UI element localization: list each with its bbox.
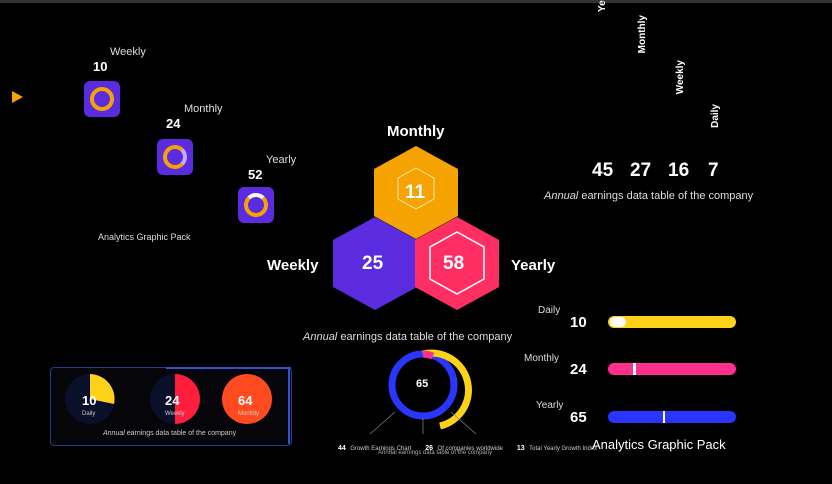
bar-daily [608,316,736,328]
pie-slice-daily [90,374,115,404]
icon-pack-caption: Analytics Graphic Pack [98,232,191,242]
pie-slice-weekly [175,374,200,424]
hex-value-weekly: 25 [362,253,384,274]
ring-center-value: 65 [416,378,429,390]
ring-icon [90,87,114,111]
vertical-value-1: 27 [630,160,652,181]
icon-pack-value-monthly: 24 [166,116,181,131]
ring-stat-2: 26 Of companies worldwide [425,445,503,452]
vertical-header-2: Weekly [675,60,686,95]
pie-panel-accent [166,367,291,369]
vertical-table-caption: Annual earnings data table of the compan… [544,190,754,202]
bar-caption: Analytics Graphic Pack [592,437,726,452]
bar-value-daily: 10 [570,314,587,331]
bar-label-daily: Daily [538,305,561,316]
hex-value-yearly: 58 [443,253,465,274]
ring-stat-3: 13 Total Yearly Growth Index [516,445,598,452]
ring-icon [244,193,268,217]
hexagon-graphic [333,146,499,310]
ring-stat-1: 44 Growth Earnings Chart [338,445,412,452]
bar-label-monthly: Monthly [524,353,560,364]
bar-value-monthly: 24 [570,361,587,378]
vertical-header-0: Ye [597,0,608,12]
ring-caption: Annual earnings data table of the compan… [378,450,493,456]
bar-knob-daily [610,317,626,327]
pie-value-weekly: 24 [165,393,180,408]
ring-chart [369,349,477,435]
hex-label-monthly: Monthly [387,123,445,140]
pie-label-weekly: Weekly [165,411,185,417]
pie-value-monthly: 64 [238,393,253,408]
vertical-header-1: Monthly [637,15,648,54]
ring-icon [163,145,187,169]
ring-icon-yearly [238,187,274,223]
pie-panel-accent-side [288,368,290,444]
hex-yearly-inner [429,231,485,295]
ring-arc-pink [422,350,435,360]
pie-label-monthly: Monthly [238,411,260,417]
icon-pack-label-yearly: Yearly [266,154,297,166]
icon-pack-value-yearly: 52 [248,167,263,182]
vertical-value-0: 45 [592,160,614,181]
pie-label-daily: Daily [82,411,96,417]
bar-label-yearly: Yearly [536,400,564,411]
pie-charts [65,374,272,424]
hex-monthly-inner [397,167,435,210]
ring-stats: 44 Growth Earnings Chart 26 Of companies… [338,437,597,455]
hex-monthly [374,146,458,239]
play-icon[interactable] [12,91,23,103]
icon-pack-label-weekly: Weekly [110,46,146,58]
pie-caption: Annual earnings data table of the compan… [103,430,237,437]
vertical-value-3: 7 [708,160,719,181]
ring-icon-monthly [157,139,193,175]
ring-connectors [369,411,477,435]
vertical-value-2: 16 [668,160,690,181]
bar-monthly [608,363,736,375]
vertical-header-3: Daily [710,104,721,128]
top-border [0,0,832,3]
ring-arc-yellow [422,349,472,430]
bar-value-yearly: 65 [570,409,587,426]
hex-weekly [333,217,417,310]
hex-label-weekly: Weekly [267,257,319,274]
hex-label-yearly: Yearly [511,257,556,274]
pie-full-monthly [222,374,272,424]
bar-yearly [608,411,736,423]
bar-marker-monthly [633,363,636,375]
icon-pack-value-weekly: 10 [93,59,108,74]
ring-icon-weekly [84,81,120,117]
pie-value-daily: 10 [82,393,97,408]
hex-value-monthly: 11 [405,182,426,203]
hex-caption: Annual earnings data table of the compan… [303,331,513,343]
bar-marker-yearly [663,411,665,423]
hex-yearly [415,217,499,310]
icon-pack-label-monthly: Monthly [184,103,223,115]
